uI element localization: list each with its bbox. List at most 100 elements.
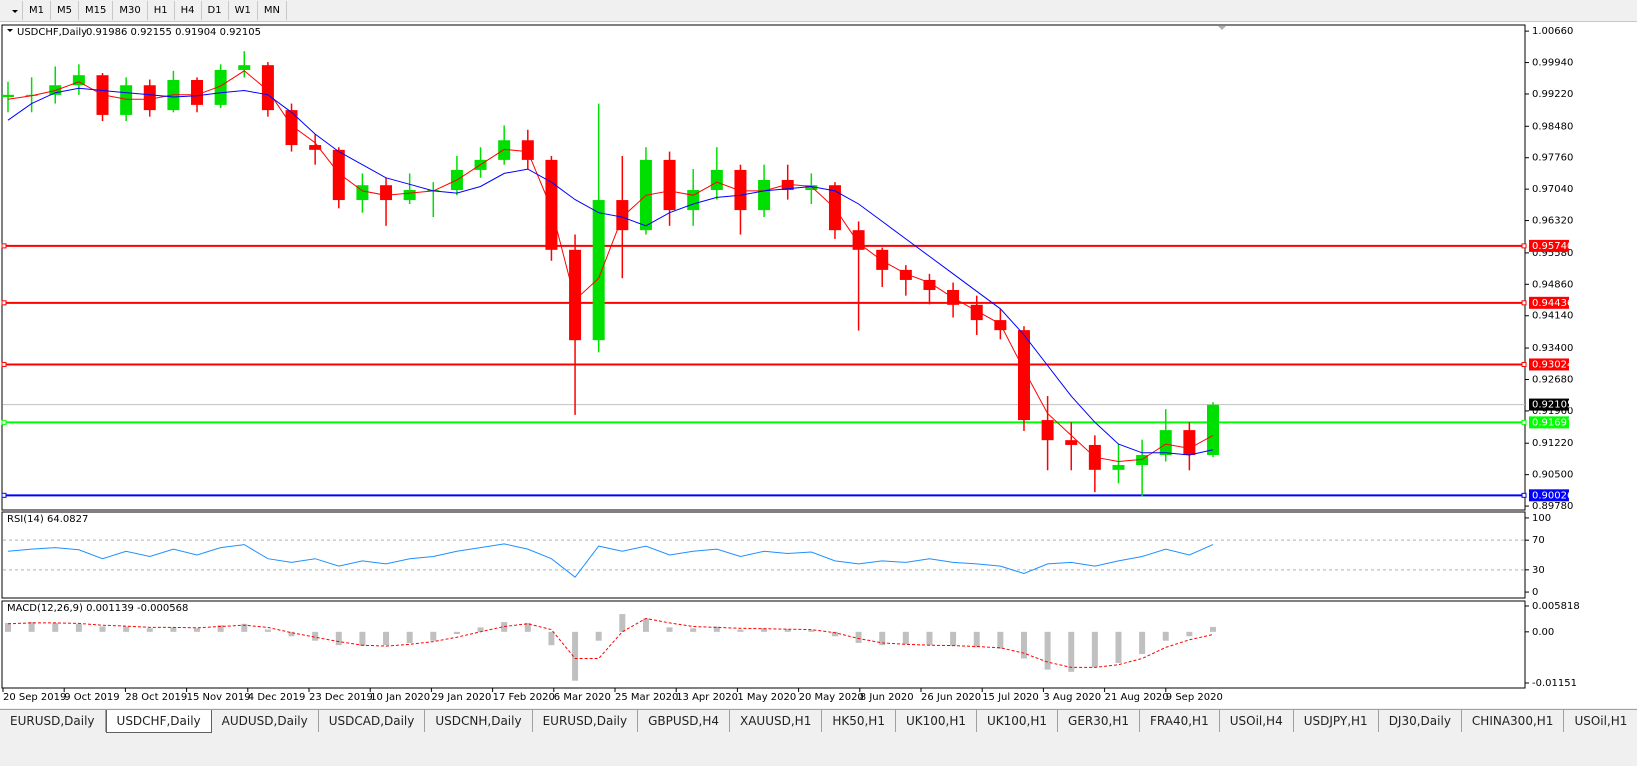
macd-bar — [99, 626, 106, 632]
chart-tab[interactable]: CHINA300,H1 — [1462, 710, 1565, 732]
chart-tab[interactable]: USDCAD,Daily — [319, 710, 426, 732]
x-tick-label: 10 Jan 2020 — [370, 692, 430, 703]
candle-body — [143, 85, 156, 111]
macd-bar — [1091, 631, 1098, 668]
chart-tab[interactable]: GBPUSD,H4 — [638, 710, 730, 732]
level-label-bg — [1529, 239, 1569, 252]
macd-bar — [359, 631, 366, 647]
current-price-bg — [1529, 398, 1569, 411]
rsi-line — [7, 543, 1214, 578]
macd-bar — [619, 614, 626, 632]
candle-body — [285, 110, 298, 146]
macd-bar — [335, 631, 342, 646]
macd-bar — [123, 626, 130, 632]
y-tick-label: 0.91220 — [1532, 438, 1573, 449]
chart-tab[interactable]: GER30,H1 — [1058, 710, 1140, 732]
timeframe-button[interactable]: H1 — [148, 1, 175, 20]
chart-tab[interactable]: DJ30,Daily — [1379, 710, 1462, 732]
chart-tab[interactable]: UK100,H1 — [977, 710, 1059, 732]
chart-tab[interactable]: EURUSD,Daily — [0, 710, 106, 732]
chart-tab[interactable]: EURUSD,Daily — [533, 710, 639, 732]
y-tick-label: 0.94140 — [1532, 311, 1573, 322]
macd-bar — [831, 631, 838, 637]
rsi-title: RSI(14) 64.0827 — [7, 514, 88, 525]
level-handle — [1521, 361, 1527, 367]
macd-bar — [1068, 631, 1075, 672]
x-tick-label: 3 Aug 2020 — [1043, 692, 1101, 703]
x-tick-label: 20 Sep 2019 — [3, 692, 66, 703]
candle-body — [876, 249, 889, 270]
y-tick-label: 0.96320 — [1532, 216, 1573, 227]
dropdown[interactable] — [0, 1, 23, 20]
chart-tab[interactable]: XAUUSD,H1 — [730, 710, 823, 732]
macd-bar — [784, 629, 791, 632]
y-tick-label: -0.01151 — [1532, 678, 1577, 689]
macd-bar — [595, 631, 602, 641]
moving-average — [7, 87, 1214, 456]
level-handle — [1521, 492, 1527, 498]
y-tick-label: 100 — [1532, 513, 1551, 524]
chart-tab[interactable]: AUDUSD,Daily — [212, 710, 319, 732]
candle-body — [332, 149, 345, 201]
macd-bar — [737, 629, 744, 632]
macd-bar — [902, 631, 909, 645]
y-tick-label: 0.92680 — [1532, 374, 1573, 385]
timeframe-button[interactable]: M5 — [51, 1, 79, 20]
chart-tab[interactable]: USOil,H1 — [1564, 710, 1637, 732]
timeframe-button[interactable]: H4 — [175, 1, 202, 20]
chart-tab[interactable]: USOil,H4 — [1220, 710, 1294, 732]
macd-bar — [690, 628, 697, 632]
candle-body — [1041, 420, 1054, 441]
y-tick-label: 70 — [1532, 535, 1545, 546]
candle-body — [261, 65, 274, 111]
macd-bar — [52, 622, 59, 632]
timeframe-button[interactable]: M15 — [79, 1, 114, 20]
candle-body — [1183, 430, 1196, 455]
y-tick-label: 0.91960 — [1532, 406, 1573, 417]
macd-bar — [501, 622, 508, 632]
macd-bar — [1139, 631, 1146, 655]
y-tick-label: 0.005818 — [1532, 601, 1580, 612]
candle-body — [1207, 404, 1219, 455]
candle-body — [403, 190, 416, 201]
x-tick-label: 13 Apr 2020 — [676, 692, 738, 703]
chart-tab[interactable]: FRA40,H1 — [1140, 710, 1220, 732]
chart-tab[interactable]: USDCHF,Daily — [105, 710, 212, 733]
timeframe-button[interactable]: MN — [258, 1, 287, 20]
chart-tab[interactable]: USDCNH,Daily — [425, 710, 533, 732]
macd-bar — [383, 631, 390, 646]
y-tick-label: 0.89780 — [1532, 501, 1573, 512]
macd-bar — [572, 631, 579, 681]
y-tick-label: 0.94860 — [1532, 279, 1573, 290]
timeframe-button[interactable]: M1 — [23, 1, 51, 20]
level-handle — [1, 300, 7, 306]
candle-body — [923, 279, 936, 290]
x-tick-label: 29 Jan 2020 — [431, 692, 491, 703]
y-tick-label: 0.90500 — [1532, 470, 1573, 481]
macd-bar — [75, 623, 82, 632]
macd-bar — [217, 625, 224, 632]
x-tick-label: 20 May 2020 — [799, 692, 864, 703]
macd-bar — [642, 618, 649, 632]
level-label-bg — [1529, 296, 1569, 309]
level-handle — [1, 243, 7, 249]
chart-tab[interactable]: HK50,H1 — [822, 710, 896, 732]
candle-body — [1159, 430, 1172, 455]
y-tick-label: 0.95580 — [1532, 248, 1573, 259]
candle-body — [710, 169, 723, 191]
macd-bar — [713, 626, 720, 632]
level-label: 0.93024 — [1532, 359, 1573, 370]
candle-body — [545, 159, 558, 250]
menu-arrow — [7, 29, 13, 32]
chart-tab[interactable]: UK100,H1 — [896, 710, 977, 732]
timeframe-button[interactable]: W1 — [229, 1, 258, 20]
candle-body — [498, 140, 511, 160]
chart-tab[interactable]: USDJPY,H1 — [1294, 710, 1379, 732]
x-tick-label: 4 Dec 2019 — [248, 692, 306, 703]
timeframe-button[interactable]: D1 — [202, 1, 229, 20]
timeframe-button[interactable]: M30 — [113, 1, 148, 20]
chart-tabs: EURUSD,Daily USDCHF,Daily AUDUSD,Daily USDC… — [0, 709, 1637, 735]
y-tick-label: 0.00 — [1532, 627, 1554, 638]
timeframe-toolbar: M1 M5 M15 M30 H1 H4 D1 W1 MN — [0, 0, 1637, 22]
